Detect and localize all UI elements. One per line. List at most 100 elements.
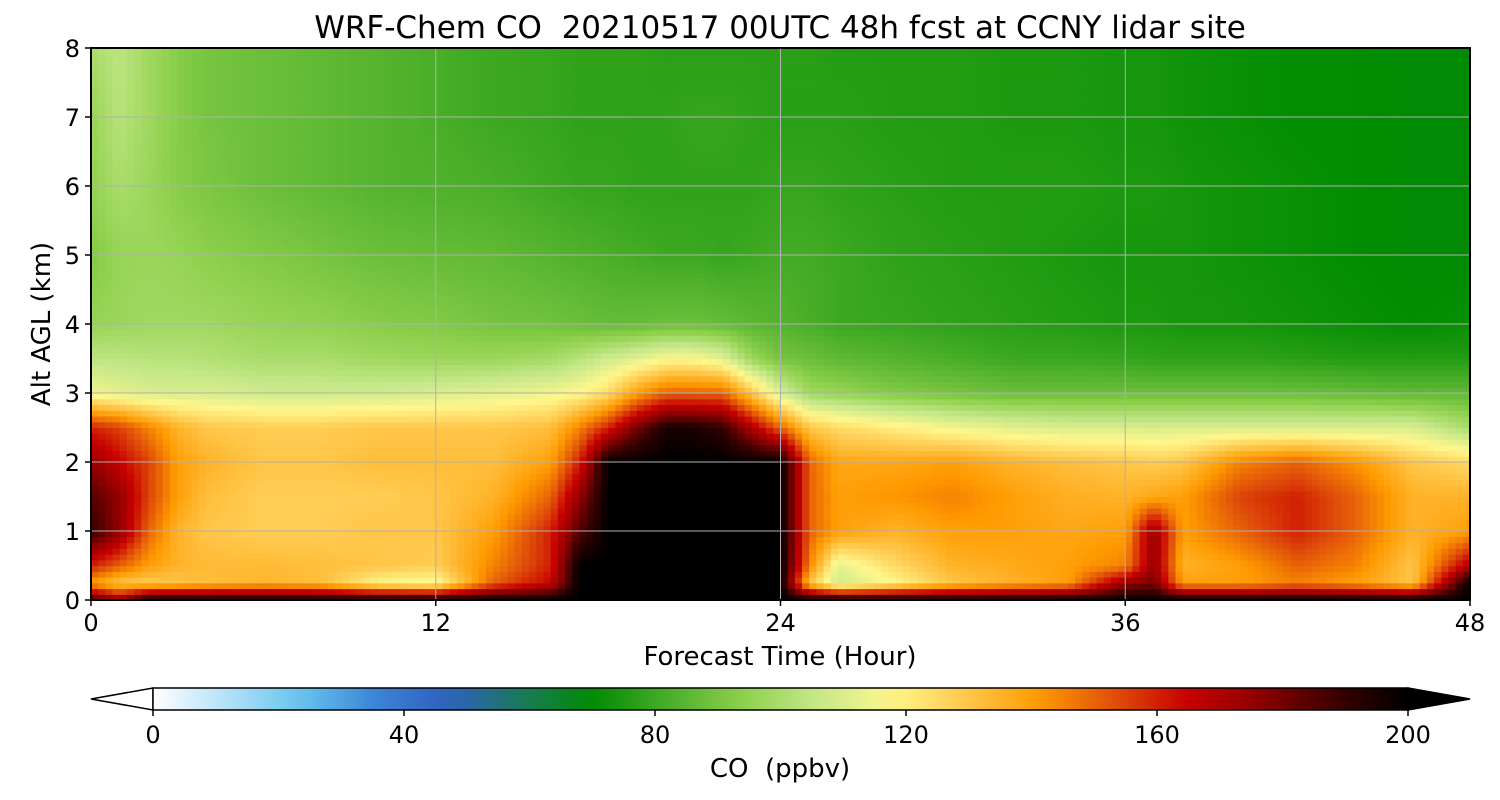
heatmap-cell bbox=[162, 485, 171, 492]
heatmap-cell bbox=[442, 496, 451, 503]
heatmap-cell bbox=[134, 548, 142, 555]
heatmap-cell bbox=[543, 525, 552, 532]
heatmap-cell bbox=[371, 456, 379, 463]
heatmap-cell bbox=[816, 525, 825, 532]
heatmap-cell bbox=[205, 473, 214, 480]
heatmap-cell bbox=[1082, 450, 1090, 457]
heatmap-cell bbox=[1225, 513, 1234, 521]
heatmap-cell bbox=[787, 473, 796, 480]
heatmap-cell bbox=[529, 548, 537, 555]
heatmap-cell bbox=[141, 450, 150, 457]
heatmap-cell bbox=[1247, 536, 1256, 544]
heatmap-cell bbox=[780, 502, 789, 509]
heatmap-cell bbox=[845, 577, 853, 584]
heatmap-cell bbox=[213, 577, 221, 584]
heatmap-cell bbox=[902, 467, 911, 475]
heatmap-cell bbox=[1333, 577, 1342, 584]
heatmap-cell bbox=[148, 462, 157, 469]
heatmap-cell bbox=[493, 554, 501, 561]
heatmap-cell bbox=[830, 542, 839, 549]
heatmap-cell bbox=[457, 456, 466, 463]
heatmap-cell bbox=[1297, 554, 1306, 561]
heatmap-cell bbox=[1182, 571, 1191, 578]
heatmap-cell bbox=[1455, 473, 1464, 480]
heatmap-cell bbox=[1118, 490, 1126, 498]
heatmap-cell bbox=[1189, 479, 1198, 486]
heatmap-cell bbox=[1376, 525, 1385, 532]
heatmap-cell bbox=[615, 485, 624, 492]
heatmap-cell bbox=[371, 496, 379, 503]
heatmap-cell bbox=[1232, 559, 1241, 567]
heatmap-cell bbox=[715, 571, 724, 578]
heatmap-cell bbox=[1096, 565, 1105, 572]
heatmap-cell bbox=[399, 450, 408, 457]
heatmap-cell bbox=[356, 519, 365, 526]
heatmap-cell bbox=[1283, 588, 1292, 595]
heatmap-cell bbox=[960, 502, 968, 509]
heatmap-cell bbox=[1390, 594, 1399, 600]
heatmap-cell bbox=[1003, 496, 1011, 503]
heatmap-cell bbox=[995, 565, 1004, 572]
heatmap-cell bbox=[1355, 571, 1363, 578]
heatmap-cell bbox=[234, 577, 243, 584]
heatmap-cell bbox=[672, 519, 681, 526]
heatmap-cell bbox=[873, 571, 882, 578]
heatmap-cell bbox=[902, 490, 911, 498]
heatmap-cell bbox=[514, 554, 523, 561]
heatmap-cell bbox=[600, 490, 609, 498]
heatmap-cell bbox=[845, 450, 853, 457]
heatmap-cell bbox=[931, 456, 940, 463]
heatmap-cell bbox=[1311, 542, 1320, 549]
heatmap-cell bbox=[299, 473, 308, 480]
heatmap-cell bbox=[507, 502, 516, 509]
heatmap-cell bbox=[1060, 485, 1069, 492]
heatmap-cell bbox=[1455, 565, 1464, 572]
heatmap-cell bbox=[1204, 577, 1213, 584]
heatmap-cell bbox=[227, 519, 236, 526]
heatmap-cell bbox=[141, 462, 150, 469]
heatmap-cell bbox=[126, 542, 135, 549]
heatmap-cell bbox=[945, 577, 954, 584]
heatmap-cell bbox=[1340, 462, 1349, 469]
heatmap-cell bbox=[1182, 542, 1191, 549]
heatmap-cell bbox=[1168, 502, 1177, 509]
heatmap-cell bbox=[1096, 508, 1105, 515]
heatmap-cell bbox=[256, 525, 264, 532]
heatmap-cell bbox=[823, 462, 832, 469]
heatmap-cell bbox=[471, 502, 480, 509]
heatmap-cell bbox=[859, 531, 868, 538]
heatmap-cell bbox=[859, 496, 868, 503]
heatmap-cell bbox=[1017, 582, 1026, 590]
heatmap-cell bbox=[328, 571, 336, 578]
heatmap-cell bbox=[486, 490, 494, 498]
heatmap-cell bbox=[1225, 531, 1234, 538]
heatmap-cell bbox=[241, 536, 250, 544]
heatmap-cell bbox=[256, 559, 264, 567]
heatmap-cell bbox=[112, 467, 121, 475]
heatmap-cell bbox=[1146, 577, 1155, 584]
heatmap-cell bbox=[1369, 467, 1378, 475]
heatmap-cell bbox=[823, 513, 832, 521]
heatmap-cell bbox=[450, 473, 458, 480]
heatmap-cell bbox=[471, 525, 480, 532]
heatmap-cell bbox=[227, 548, 236, 555]
heatmap-cell bbox=[1434, 525, 1442, 532]
heatmap-cell bbox=[672, 508, 681, 515]
heatmap-cell bbox=[1419, 559, 1428, 567]
heatmap-cell bbox=[1240, 519, 1248, 526]
heatmap-cell bbox=[1139, 525, 1148, 532]
heatmap-cell bbox=[988, 531, 997, 538]
heatmap-cell bbox=[1017, 456, 1026, 463]
heatmap-cell bbox=[407, 485, 415, 492]
heatmap-cell bbox=[198, 571, 207, 578]
heatmap-cell bbox=[974, 467, 983, 475]
heatmap-cell bbox=[1046, 473, 1055, 480]
heatmap-cell bbox=[1053, 565, 1062, 572]
heatmap-cell bbox=[622, 559, 631, 567]
heatmap-cell bbox=[924, 571, 932, 578]
heatmap-cell bbox=[529, 479, 537, 486]
heatmap-cell bbox=[1204, 536, 1213, 544]
heatmap-cell bbox=[651, 559, 659, 567]
heatmap-cell bbox=[866, 485, 875, 492]
heatmap-cell bbox=[98, 531, 106, 538]
